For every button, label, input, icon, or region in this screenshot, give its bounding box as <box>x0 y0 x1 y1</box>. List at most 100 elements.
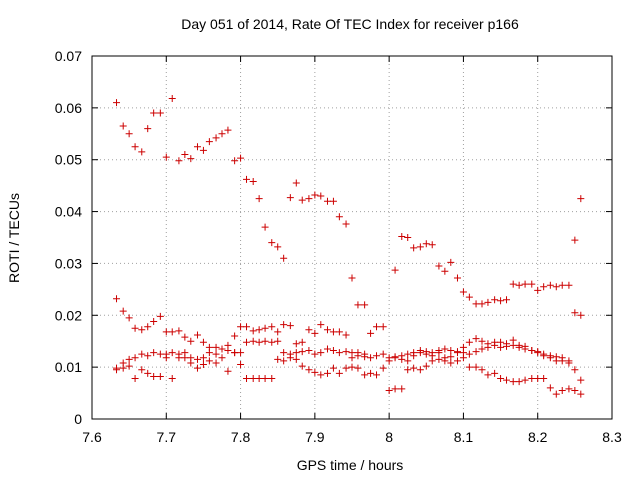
data-point <box>199 354 207 362</box>
data-point <box>168 375 176 383</box>
data-point <box>243 338 251 346</box>
data-point <box>472 348 480 356</box>
data-point <box>459 288 467 296</box>
data-point <box>212 134 220 142</box>
data-point <box>305 366 313 374</box>
series-mid-track <box>113 295 585 367</box>
data-point <box>249 375 257 383</box>
data-point <box>268 239 276 247</box>
data-point <box>465 350 473 358</box>
x-axis-label: GPS time / hours <box>297 457 404 473</box>
data-point <box>175 157 183 165</box>
data-point <box>367 329 375 337</box>
data-point <box>261 223 269 231</box>
data-point <box>237 323 245 331</box>
data-point <box>125 130 133 138</box>
data-point <box>558 281 566 289</box>
data-point <box>131 324 139 332</box>
data-point <box>404 234 412 241</box>
data-point <box>292 355 300 363</box>
data-point <box>379 364 387 372</box>
data-point <box>274 328 282 336</box>
plot-frame <box>91 55 613 420</box>
data-point <box>410 364 418 372</box>
data-point <box>565 385 573 393</box>
data-point <box>478 366 486 374</box>
data-point <box>571 309 579 317</box>
data-point <box>509 280 517 288</box>
data-point <box>373 352 381 360</box>
data-point <box>268 338 276 346</box>
data-point <box>113 366 121 374</box>
data-point <box>131 143 139 151</box>
data-point <box>323 369 331 377</box>
data-point <box>335 328 343 336</box>
data-point <box>577 376 585 384</box>
data-point <box>416 366 424 374</box>
data-point <box>428 349 436 357</box>
data-point <box>398 232 406 240</box>
data-point <box>138 366 146 374</box>
data-point <box>156 350 164 358</box>
data-point <box>237 349 245 357</box>
data-point <box>205 349 213 357</box>
data-point <box>329 197 337 205</box>
data-point <box>546 352 554 360</box>
data-point <box>342 364 350 372</box>
data-point <box>422 240 430 248</box>
series-rising-track <box>391 195 585 308</box>
data-point <box>317 371 325 379</box>
data-point <box>237 154 245 162</box>
data-point <box>280 321 288 329</box>
data-point <box>410 244 418 252</box>
data-point <box>280 254 288 262</box>
data-point <box>478 337 486 345</box>
data-point <box>218 354 226 362</box>
data-point <box>435 347 443 355</box>
x-tick-label: 7.6 <box>82 429 102 445</box>
data-point <box>422 362 430 370</box>
data-point <box>131 354 139 362</box>
data-point <box>534 286 542 294</box>
data-point <box>348 363 356 371</box>
y-tick-label: 0 <box>74 411 82 427</box>
data-point <box>472 363 480 371</box>
data-point <box>503 296 511 304</box>
data-point <box>261 337 269 345</box>
data-point <box>509 378 517 386</box>
data-point <box>521 280 529 288</box>
data-points <box>113 95 585 398</box>
data-point <box>156 372 164 380</box>
data-point <box>478 300 486 308</box>
data-point <box>447 347 455 355</box>
data-point <box>540 375 548 383</box>
data-point <box>138 326 146 334</box>
y-tick-label: 0.07 <box>55 48 82 64</box>
data-point <box>150 372 158 380</box>
data-point <box>199 338 207 346</box>
data-point <box>119 307 127 315</box>
y-tick-label: 0.01 <box>55 359 82 375</box>
data-point <box>385 357 393 365</box>
data-point <box>261 324 269 332</box>
data-point <box>447 359 455 367</box>
data-point <box>249 337 257 345</box>
data-point <box>416 243 424 251</box>
data-point <box>193 364 201 372</box>
data-point <box>404 357 412 365</box>
data-point <box>249 327 257 335</box>
data-point <box>119 364 127 372</box>
data-point <box>317 321 325 329</box>
data-point <box>515 378 523 386</box>
data-point <box>558 354 566 362</box>
data-point <box>218 130 226 138</box>
data-point <box>354 301 362 309</box>
data-point <box>231 332 239 340</box>
data-point <box>255 375 263 383</box>
data-point <box>354 364 362 372</box>
data-point <box>311 350 319 358</box>
data-point <box>323 197 331 205</box>
data-point <box>373 371 381 379</box>
data-point <box>465 338 473 346</box>
data-point <box>441 357 449 365</box>
